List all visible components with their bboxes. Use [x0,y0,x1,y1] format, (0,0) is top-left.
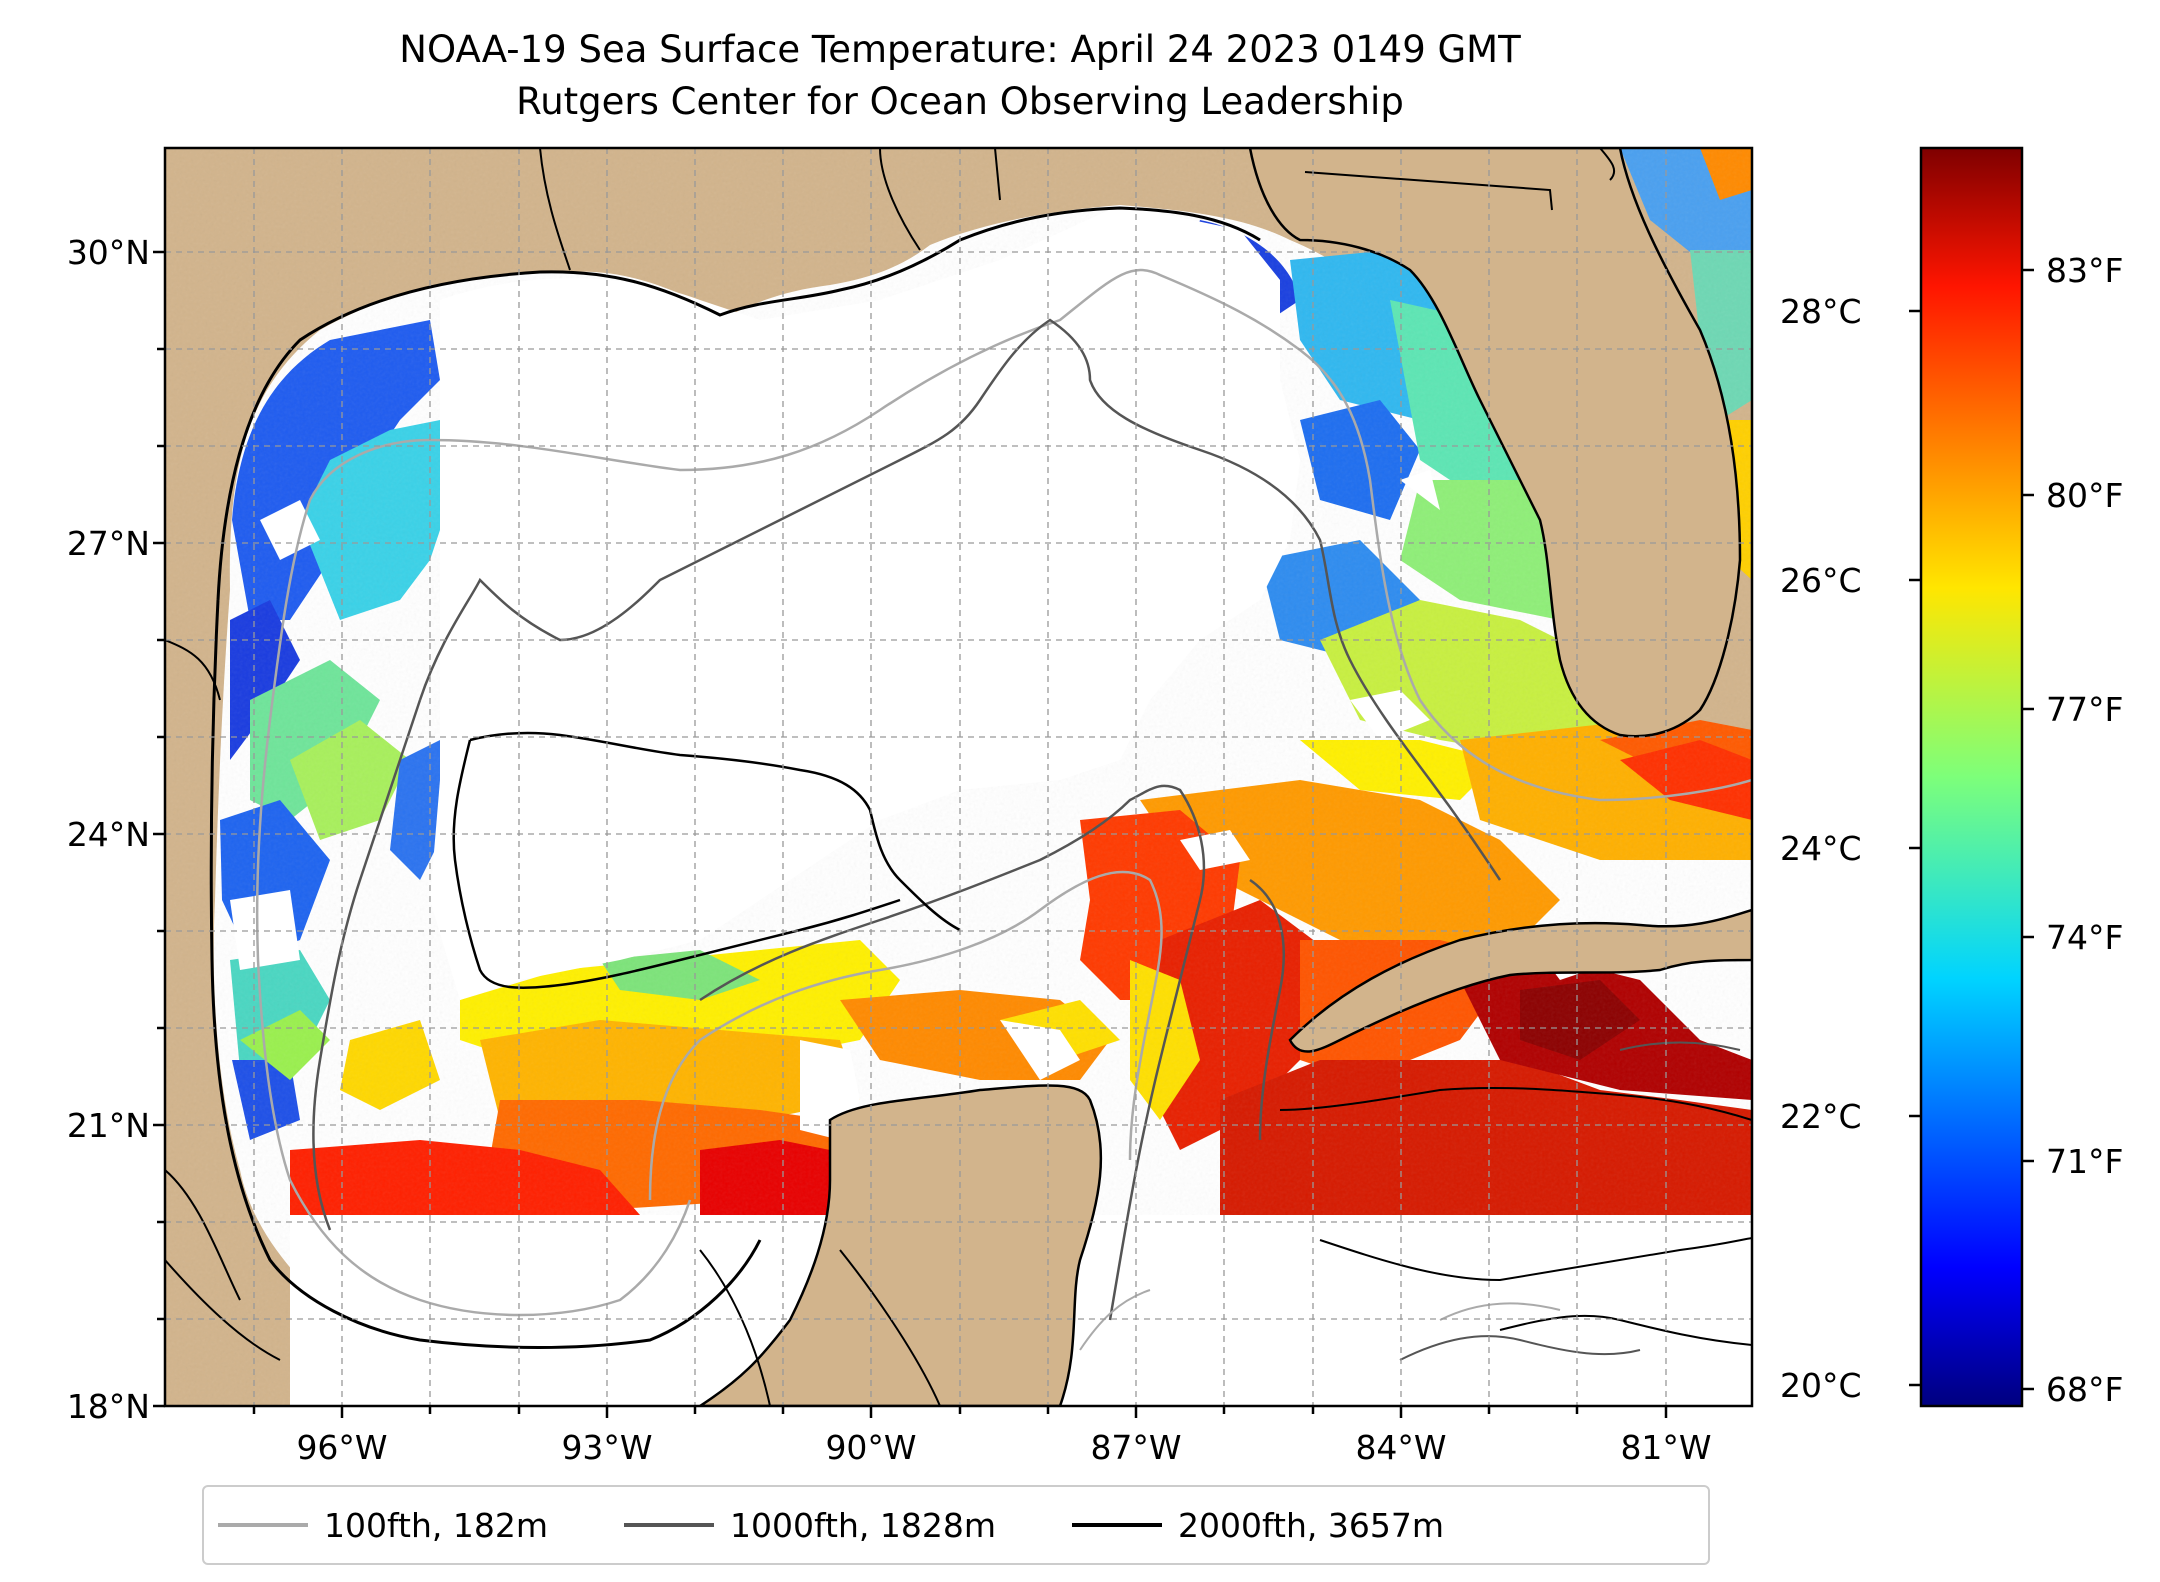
colorbar-fahrenheit-label: 83°F [2046,251,2124,290]
coastline-west [209,599,762,1349]
axis-ticks [153,250,1668,1418]
colorbar-celsius-label: 22°C [1780,1097,1862,1136]
florida-land [1248,148,1742,738]
bathymetry-contours [255,268,1752,1361]
lat-tick-label: 24°N [66,815,150,854]
colorbar-fahrenheit-label: 68°F [2046,1370,2124,1409]
legend-line-icon [218,1523,308,1527]
lat-tick-label: 30°N [66,233,150,272]
legend-item-100fth: 100fth, 182m [204,1506,548,1545]
legend-label: 100fth, 182m [324,1505,548,1545]
coastline-north [216,206,1261,601]
colorbar-celsius-label: 20°C [1780,1366,1862,1405]
inland-borders [165,148,1616,1406]
yucatan-land [697,1084,1103,1406]
lat-tick-label: 27°N [66,524,150,563]
colorbar [1919,146,2024,1408]
colorbar-celsius-label: 24°C [1780,829,1862,868]
lon-tick-label: 87°W [1090,1428,1182,1467]
cloud-mask [230,205,1620,1140]
colorbar-fahrenheit-label: 74°F [2046,918,2124,957]
legend-label: 2000fth, 3657m [1177,1505,1444,1545]
colorbar-fahrenheit-label: 80°F [2046,476,2124,515]
lon-tick-label: 81°W [1620,1428,1712,1467]
map-title: NOAA-19 Sea Surface Temperature: April 2… [399,28,1521,71]
legend-item-1000fth: 1000fth, 1828m [610,1506,996,1545]
colorbar-fahrenheit-label: 71°F [2046,1142,2124,1181]
colorbar-celsius-label: 26°C [1780,561,1862,600]
map-subtitle: Rutgers Center for Ocean Observing Leade… [516,80,1404,123]
lon-tick-label: 96°W [296,1428,388,1467]
lat-tick-label: 21°N [66,1106,150,1145]
lat-tick-label: 18°N [66,1387,150,1426]
lon-tick-label: 90°W [825,1428,917,1467]
legend-line-icon [624,1523,714,1527]
legend-line-icon [1071,1523,1162,1527]
map-content [165,148,1752,1406]
cuba-land [1288,908,1752,1053]
colorbar-fahrenheit-label: 77°F [2046,690,2124,729]
contour-legend: 100fth, 182m 1000fth, 1828m 2000fth, 365… [202,1485,1710,1565]
map-frame [163,146,1754,1408]
legend-label: 1000fth, 1828m [730,1505,996,1545]
lon-tick-label: 84°W [1355,1428,1447,1467]
gridlines [165,148,1752,1406]
colorbar-celsius-label: 28°C [1780,292,1862,331]
legend-item-2000fth: 2000fth, 3657m [1058,1506,1444,1545]
lon-tick-label: 93°W [561,1428,653,1467]
colorbar-ticks [1909,268,2034,1391]
